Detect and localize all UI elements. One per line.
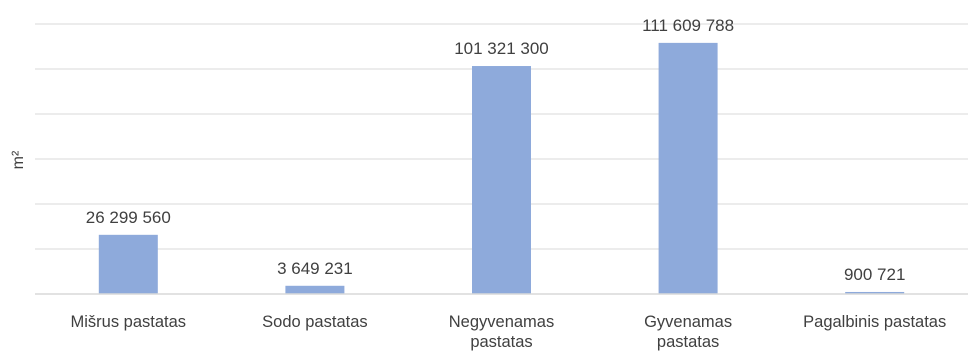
x-tick-label: Mišrus pastatas — [71, 313, 187, 331]
bars — [98, 42, 905, 295]
x-tick-labels: Mišrus pastatas Sodo pastatas Negyvenamas p… — [71, 313, 947, 351]
bar — [98, 234, 158, 294]
x-tick-label: Sodo pastatas — [262, 313, 368, 331]
bar — [472, 66, 531, 295]
data-label: 111 609 788 — [642, 16, 734, 35]
bar — [658, 42, 718, 294]
data-label: 3 649 231 — [277, 259, 353, 278]
x-tick-label: Pagalbinis pastatas — [803, 313, 946, 331]
data-labels: 26 299 560 3 649 231 101 321 300 111 609 78… — [86, 16, 906, 284]
x-tick-label: pastatas — [470, 333, 532, 351]
bar — [285, 285, 345, 294]
data-label: 900 721 — [844, 265, 905, 284]
data-label: 101 321 300 — [454, 39, 549, 58]
x-tick-label: Gyvenamas — [644, 313, 732, 331]
data-label: 26 299 560 — [86, 208, 171, 227]
bar — [845, 291, 905, 294]
y-axis-label: m² — [10, 150, 27, 169]
x-tick-label: pastatas — [657, 333, 719, 351]
x-tick-label: Negyvenamas — [449, 313, 554, 331]
